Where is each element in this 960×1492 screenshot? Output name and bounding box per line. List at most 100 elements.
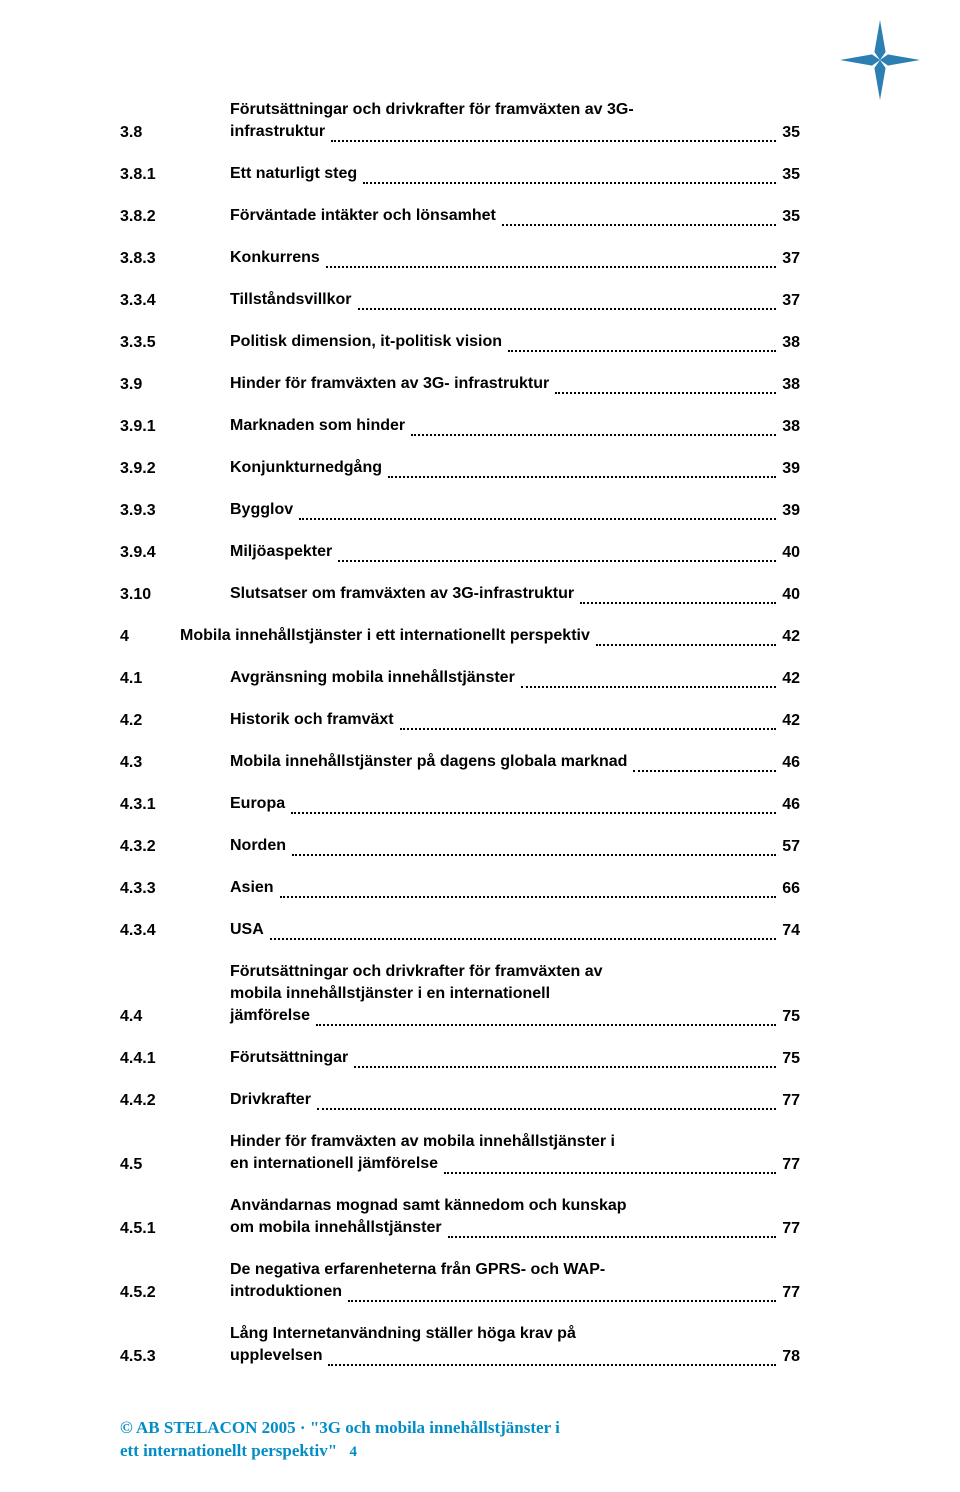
toc-leader-dots <box>299 504 776 520</box>
toc-title-wrap: USA74 <box>230 920 800 940</box>
toc-title: Hinder för framväxten av mobila innehåll… <box>230 1132 615 1152</box>
toc-title: Marknaden som hinder <box>230 416 405 436</box>
toc-section-number: 3.9.1 <box>120 418 230 436</box>
toc-title-wrap: Tillståndsvillkor37 <box>230 290 800 310</box>
toc-title-wrap: Lång Internetanvändning ställer höga kra… <box>230 1324 800 1366</box>
toc-section-number: 4.5 <box>120 1156 230 1174</box>
toc-page-number: 38 <box>782 418 800 436</box>
toc-row: 3.10Slutsatser om framväxten av 3G-infra… <box>120 584 800 604</box>
toc-leader-dots <box>411 420 776 436</box>
toc-section-number: 4.3 <box>120 754 230 772</box>
toc-title: Förutsättningar och drivkrafter för fram… <box>230 100 634 120</box>
toc-page-number: 77 <box>782 1092 800 1110</box>
toc-section-number: 4.3.2 <box>120 838 230 856</box>
toc-title-wrap: Mobila innehållstjänster i ett internati… <box>180 626 800 646</box>
toc-leader-dots <box>348 1286 776 1302</box>
toc-title-line: infrastruktur 35 <box>230 122 800 142</box>
toc-page-number: 42 <box>782 628 800 646</box>
toc-title: USA <box>230 920 264 940</box>
toc-page-number: 39 <box>782 460 800 478</box>
toc-row: 4.4.2Drivkrafter77 <box>120 1090 800 1110</box>
toc-row: 3.9.3Bygglov39 <box>120 500 800 520</box>
toc-row: 4.4Förutsättningar och drivkrafter för f… <box>120 962 800 1026</box>
toc-row: 4.5.2De negativa erfarenheterna från GPR… <box>120 1260 800 1302</box>
toc-row: 4.3.3Asien66 <box>120 878 800 898</box>
toc-title-wrap: Miljöaspekter40 <box>230 542 800 562</box>
toc-title-wrap: Förutsättningar och drivkrafter för fram… <box>230 962 800 1026</box>
toc-section-number: 3.8.1 <box>120 166 230 184</box>
toc-section-number: 4.4 <box>120 1008 230 1026</box>
footer-line-2: ett internationellt perspektiv" <box>120 1441 337 1460</box>
document-page: 3.8Förutsättningar och drivkrafter för f… <box>0 0 960 1492</box>
toc-page-number: 42 <box>782 712 800 730</box>
toc-title: Förväntade intäkter och lönsamhet <box>230 206 496 226</box>
toc-section-number: 3.9.4 <box>120 544 230 562</box>
toc-title-wrap: Historik och framväxt42 <box>230 710 800 730</box>
toc-leader-dots <box>444 1158 776 1174</box>
toc-leader-dots <box>338 546 776 562</box>
toc-page-number: 40 <box>782 544 800 562</box>
toc-title: infrastruktur <box>230 122 325 142</box>
toc-page-number: 66 <box>782 880 800 898</box>
toc-title-wrap: Konjunkturnedgång39 <box>230 458 800 478</box>
toc-row: 4.5.1Användarnas mognad samt kännedom oc… <box>120 1196 800 1238</box>
toc-section-number: 4.5.1 <box>120 1220 230 1238</box>
toc-row: 3.8Förutsättningar och drivkrafter för f… <box>120 100 800 142</box>
toc-title: Förutsättningar <box>230 1048 348 1068</box>
toc-title: Mobila innehållstjänster i ett internati… <box>180 626 590 646</box>
toc-row: 3.9.1Marknaden som hinder 38 <box>120 416 800 436</box>
toc-section-number: 3.9 <box>120 376 230 394</box>
toc-row: 4.3Mobila innehållstjänster på dagens gl… <box>120 752 800 772</box>
toc-leader-dots <box>448 1222 777 1238</box>
toc-title-line: upplevelsen78 <box>230 1346 800 1366</box>
toc-section-number: 3.8 <box>120 124 230 142</box>
toc-title: Europa <box>230 794 285 814</box>
toc-title-wrap: Förutsättningar75 <box>230 1048 800 1068</box>
toc-title-line: mobila innehållstjänster i en internatio… <box>230 984 800 1004</box>
toc-row: 4.4.1Förutsättningar75 <box>120 1048 800 1068</box>
toc-section-number: 4.3.1 <box>120 796 230 814</box>
star-logo-icon <box>840 20 920 100</box>
toc-title-line: om mobila innehållstjänster77 <box>230 1218 800 1238</box>
toc-title-wrap: Norden57 <box>230 836 800 856</box>
toc-title: Asien <box>230 878 274 898</box>
page-footer: © AB STELACON 2005 · "3G och mobila inne… <box>120 1417 840 1462</box>
toc-title: Norden <box>230 836 286 856</box>
toc-page-number: 35 <box>782 124 800 142</box>
toc-title: Hinder för framväxten av 3G- infrastrukt… <box>230 374 549 394</box>
toc-title: en internationell jämförelse <box>230 1154 438 1174</box>
toc-title-wrap: Förutsättningar och drivkrafter för fram… <box>230 100 800 142</box>
toc-title-wrap: Användarnas mognad samt kännedom och kun… <box>230 1196 800 1238</box>
footer-text: © AB STELACON 2005 · "3G och mobila inne… <box>120 1417 560 1462</box>
toc-title-line: Förutsättningar och drivkrafter för fram… <box>230 100 800 120</box>
toc-leader-dots <box>400 714 777 730</box>
toc-title-wrap: Hinder för framväxten av mobila innehåll… <box>230 1132 800 1174</box>
footer-line-1: © AB STELACON 2005 · "3G och mobila inne… <box>120 1418 560 1437</box>
toc-leader-dots <box>508 336 776 352</box>
toc-page-number: 37 <box>782 292 800 310</box>
toc-row: 3.9.2Konjunkturnedgång39 <box>120 458 800 478</box>
toc-leader-dots <box>358 294 777 310</box>
toc-title: introduktionen <box>230 1282 342 1302</box>
toc-row: 3.8.1Ett naturligt steg35 <box>120 164 800 184</box>
toc-page-number: 37 <box>782 250 800 268</box>
toc-section-number: 4.5.2 <box>120 1284 230 1302</box>
toc-leader-dots <box>270 924 776 940</box>
toc-title-wrap: Europa 46 <box>230 794 800 814</box>
toc-title: Slutsatser om framväxten av 3G-infrastru… <box>230 584 574 604</box>
toc-page-number: 75 <box>782 1008 800 1026</box>
toc-page-number: 35 <box>782 208 800 226</box>
toc-title: Bygglov <box>230 500 293 520</box>
toc-page-number: 46 <box>782 796 800 814</box>
toc-page-number: 35 <box>782 166 800 184</box>
toc-title-wrap: Slutsatser om framväxten av 3G-infrastru… <box>230 584 800 604</box>
toc-title-line: Hinder för framväxten av mobila innehåll… <box>230 1132 800 1152</box>
toc-leader-dots <box>280 882 777 898</box>
toc-section-number: 4.4.2 <box>120 1092 230 1110</box>
toc-title-wrap: Drivkrafter77 <box>230 1090 800 1110</box>
toc-title: Politisk dimension, it-politisk vision <box>230 332 502 352</box>
toc-title-wrap: Bygglov39 <box>230 500 800 520</box>
toc-page-number: 77 <box>782 1284 800 1302</box>
toc-title: om mobila innehållstjänster <box>230 1218 442 1238</box>
toc-leader-dots <box>596 630 776 646</box>
